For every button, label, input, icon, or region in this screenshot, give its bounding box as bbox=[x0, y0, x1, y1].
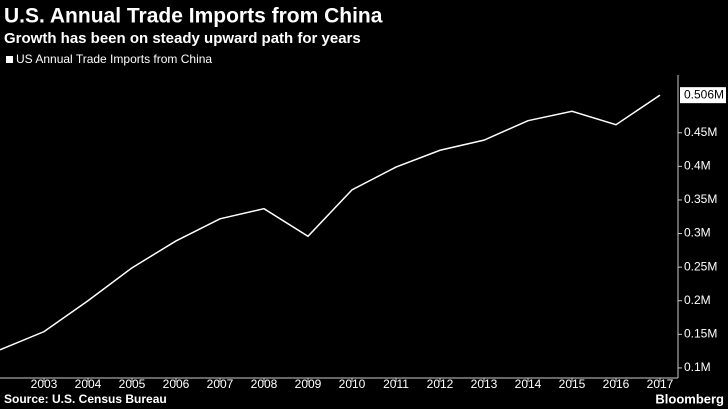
legend-swatch bbox=[6, 56, 13, 63]
value-label-box bbox=[680, 87, 726, 104]
y-tick-label: 0.3M bbox=[684, 226, 711, 240]
x-tick-label: 2010 bbox=[339, 377, 366, 391]
x-tick-label: 2011 bbox=[383, 377, 409, 391]
x-tick-label: 2007 bbox=[207, 377, 234, 391]
x-tick-label: 2012 bbox=[427, 377, 454, 391]
line bbox=[0, 94, 661, 351]
x-tick-label: 2006 bbox=[163, 377, 190, 391]
x-tick-label: 2003 bbox=[31, 377, 58, 391]
x-tick-label: 2005 bbox=[119, 377, 146, 391]
x-tick-label: 2009 bbox=[295, 377, 322, 391]
y-tick-label: 0.25M bbox=[684, 259, 717, 273]
brand: Bloomberg bbox=[655, 391, 724, 406]
value-label: 0.506M bbox=[684, 87, 724, 101]
source: Source: U.S. Census Bureau bbox=[4, 392, 167, 406]
x-tick-label: 2004 bbox=[75, 377, 102, 391]
y-tick-label: 0.45M bbox=[684, 125, 717, 139]
x-tick-label: 2008 bbox=[251, 377, 278, 391]
chart-subtitle: Growth has been on steady upward path fo… bbox=[4, 30, 361, 47]
y-tick-label: 0.1M bbox=[684, 360, 711, 374]
y-tick-label: 0.15M bbox=[684, 327, 717, 341]
legend-label: US Annual Trade Imports from China bbox=[16, 52, 212, 66]
chart-title: U.S. Annual Trade Imports from China bbox=[4, 5, 383, 28]
x-tick-label: 2017 bbox=[647, 377, 674, 391]
y-tick-label: 0.4M bbox=[684, 159, 711, 173]
x-tick-label: 2015 bbox=[559, 377, 586, 391]
y-tick-label: 0.2M bbox=[684, 293, 711, 307]
x-tick-label: 2014 bbox=[515, 377, 542, 391]
x-tick-label: 2016 bbox=[603, 377, 630, 391]
x-tick-label: 2013 bbox=[471, 377, 498, 391]
y-tick-label: 0.35M bbox=[684, 192, 717, 206]
